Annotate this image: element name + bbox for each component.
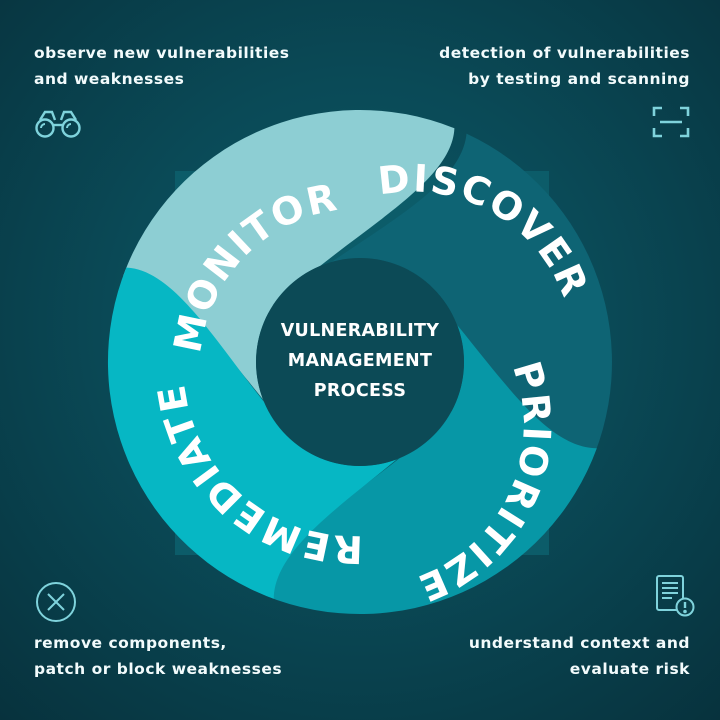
report-icon bbox=[656, 575, 695, 617]
discover-description: detection of vulnerabilities by testing … bbox=[439, 40, 690, 92]
center-title-line-1: VULNERABILITY bbox=[280, 321, 440, 341]
binoculars-icon bbox=[35, 110, 81, 138]
cycle-segment-monitor bbox=[123, 109, 455, 454]
remediate-description: remove components, patch or block weakne… bbox=[34, 630, 282, 682]
cycle-segment-remediate bbox=[107, 267, 452, 599]
cycle-hub bbox=[256, 258, 464, 466]
remove-icon bbox=[36, 582, 76, 622]
discover-description-line-2: by testing and scanning bbox=[468, 70, 690, 88]
prioritize-description-line-1: understand context and bbox=[468, 634, 690, 652]
monitor-description: observe new vulnerabilities and weakness… bbox=[34, 40, 290, 92]
center-title-line-2: MANAGEMENT bbox=[287, 351, 433, 371]
discover-description-line-1: detection of vulnerabilities bbox=[439, 44, 690, 62]
prioritize-description-line-2: evaluate risk bbox=[569, 660, 690, 678]
monitor-description-line-1: observe new vulnerabilities bbox=[34, 44, 290, 62]
prioritize-description: understand context and evaluate risk bbox=[469, 630, 690, 682]
center-title: VULNERABILITY MANAGEMENT PROCESS bbox=[255, 316, 465, 406]
remediate-description-line-1: remove components, bbox=[34, 634, 227, 652]
cycle-segment-prioritize bbox=[265, 270, 597, 615]
center-title-line-3: PROCESS bbox=[313, 381, 407, 401]
remediate-description-line-2: patch or block weaknesses bbox=[34, 660, 283, 678]
monitor-description-line-2: and weaknesses bbox=[34, 70, 185, 88]
scan-icon bbox=[652, 106, 690, 138]
